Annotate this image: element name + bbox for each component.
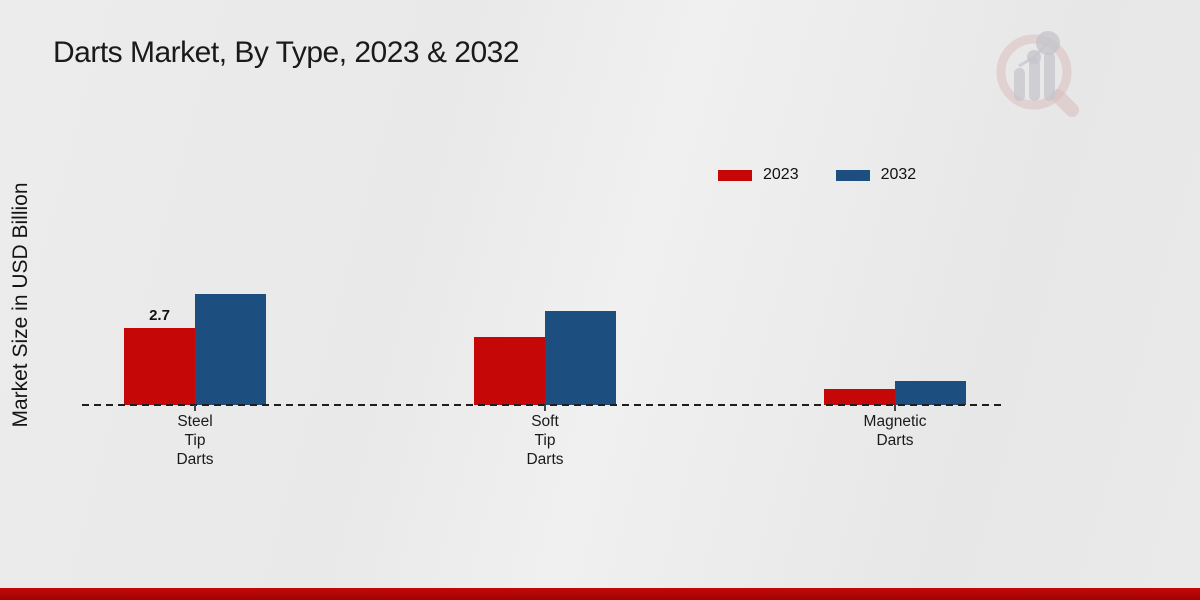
x-axis-tick-steel-tip-darts xyxy=(194,405,196,411)
market-research-future-logo xyxy=(996,31,1079,117)
bar-2023-magnetic-darts xyxy=(824,389,895,405)
legend-swatch-2023 xyxy=(718,169,752,181)
category-label-magnetic-darts: Magnetic Darts xyxy=(863,413,927,449)
legend: 2023 2032 xyxy=(718,166,916,184)
category-label-soft-tip-darts: Soft Tip Darts xyxy=(526,413,564,468)
legend-label-2023: 2023 xyxy=(763,166,799,183)
bar-2023-soft-tip-darts xyxy=(474,337,545,405)
category-label-steel-tip-darts: Steel Tip Darts xyxy=(176,413,214,468)
bar-2032-soft-tip-darts xyxy=(545,311,616,405)
bar-2032-magnetic-darts xyxy=(895,381,966,405)
x-axis-tick-soft-tip-darts xyxy=(544,405,546,411)
legend-swatch-2032 xyxy=(835,169,870,181)
x-axis-tick-magnetic-darts xyxy=(894,405,896,411)
chart-title: Darts Market, By Type, 2023 & 2032 xyxy=(53,36,520,69)
legend-label-2032: 2032 xyxy=(880,166,917,183)
footer-red-bar xyxy=(0,588,1200,600)
bar-data-label-steel-tip-darts: 2.7 xyxy=(149,307,170,324)
bar-2023-steel-tip-darts xyxy=(124,328,195,405)
bar-2032-steel-tip-darts xyxy=(195,294,266,405)
baseline-dashed xyxy=(82,404,1005,406)
legend-item-2032: 2032 xyxy=(835,166,917,184)
legend-item-2023: 2023 xyxy=(718,166,799,184)
